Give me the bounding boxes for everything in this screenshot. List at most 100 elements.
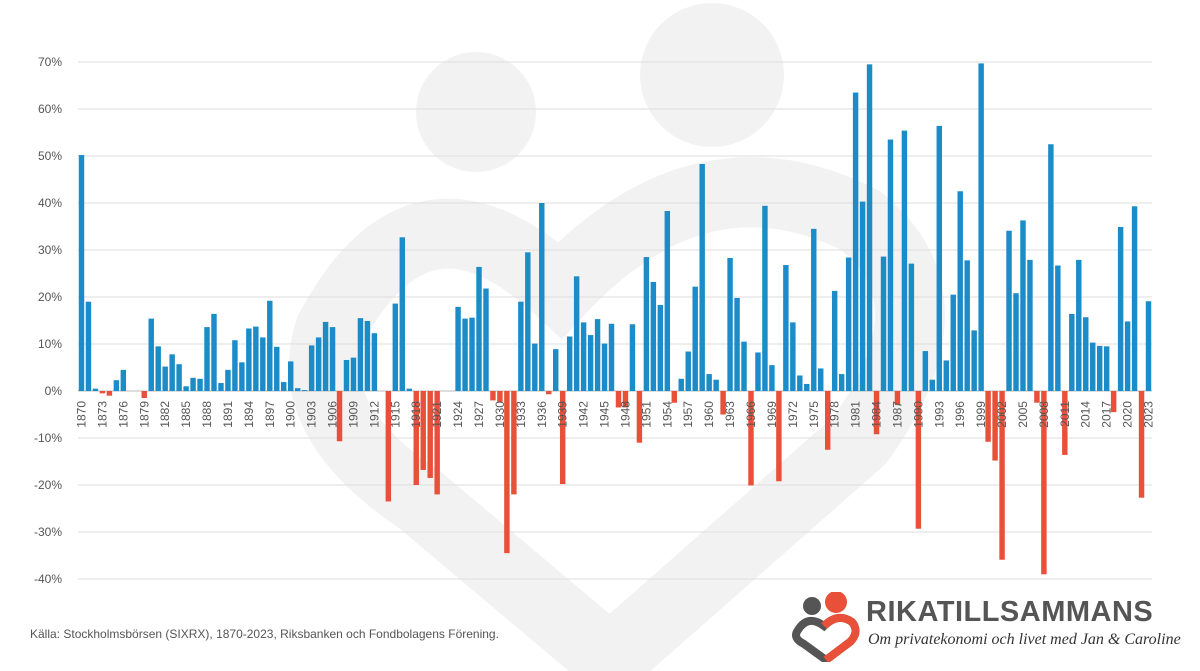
bar xyxy=(699,163,705,391)
bar xyxy=(336,391,343,442)
bar xyxy=(343,359,350,391)
bar xyxy=(762,205,768,391)
x-tick-label: 2011 xyxy=(1058,401,1072,427)
bar xyxy=(880,256,887,391)
bar xyxy=(985,391,991,442)
bar xyxy=(594,319,601,391)
bar xyxy=(511,391,517,495)
bar xyxy=(748,391,754,486)
bar xyxy=(141,391,147,399)
x-tick-label: 1879 xyxy=(137,401,151,428)
bar xyxy=(615,391,622,408)
bar xyxy=(734,297,740,391)
bar xyxy=(894,391,901,406)
bar xyxy=(427,391,433,478)
x-tick-label: 1915 xyxy=(388,401,402,428)
x-axis-tick-labels: 1870 1873 1876 1879 1882 1885 1888 1891 1894 1897… xyxy=(74,401,1155,428)
x-tick-label: 1924 xyxy=(451,401,465,428)
bar xyxy=(720,391,726,415)
y-tick-label: 50% xyxy=(38,149,62,163)
y-tick-label: 0% xyxy=(45,384,63,398)
x-tick-label: 1876 xyxy=(116,401,130,428)
y-tick-label: 10% xyxy=(38,337,62,351)
bar xyxy=(162,366,168,391)
bar xyxy=(274,346,280,391)
x-tick-label: 1954 xyxy=(660,401,674,428)
bar xyxy=(901,130,908,391)
x-tick-label: 1948 xyxy=(618,401,632,428)
y-tick-label: 70% xyxy=(38,55,62,69)
bar xyxy=(706,374,712,391)
bar xyxy=(992,391,998,461)
bar xyxy=(964,260,970,391)
bar xyxy=(831,290,838,391)
brand-tagline: Om privatekonomi och livet med Jan & Car… xyxy=(868,631,1181,648)
bar xyxy=(260,337,266,391)
bar xyxy=(92,388,99,391)
bar xyxy=(518,301,524,391)
x-tick-label: 1960 xyxy=(702,401,716,428)
x-tick-label: 1975 xyxy=(807,401,821,428)
bar xyxy=(769,365,775,391)
x-tick-label: 1951 xyxy=(639,401,653,428)
bar xyxy=(483,288,489,391)
bar xyxy=(678,378,684,391)
x-tick-label: 1921 xyxy=(430,401,444,428)
x-tick-label: 1918 xyxy=(409,401,423,428)
bar xyxy=(469,317,475,391)
bar xyxy=(790,322,796,391)
bar xyxy=(1117,226,1124,391)
bar xyxy=(294,388,301,391)
x-tick-label: 1936 xyxy=(535,401,549,428)
source-note: Källa: Stockholmsbörsen (SIXRX), 1870-20… xyxy=(30,627,499,641)
bar xyxy=(978,63,984,391)
x-tick-label: 1978 xyxy=(828,401,842,428)
x-tick-label: 1873 xyxy=(95,401,109,428)
brand-block: RIKATILLSAMMANS Om privatekonomi och liv… xyxy=(790,592,1190,662)
bar xyxy=(804,383,810,391)
bar xyxy=(713,379,719,391)
bar xyxy=(1062,391,1068,455)
bar xyxy=(281,382,287,391)
bar xyxy=(915,391,922,529)
x-tick-label: 1999 xyxy=(974,401,988,428)
bar xyxy=(657,304,664,391)
bar xyxy=(971,330,977,391)
bar xyxy=(845,257,852,391)
x-tick-label: 1966 xyxy=(744,401,758,428)
bar xyxy=(1124,321,1131,391)
y-tick-label: 60% xyxy=(38,102,62,116)
x-tick-label: 1945 xyxy=(598,401,612,428)
bar xyxy=(1006,230,1012,391)
bar xyxy=(1055,265,1061,391)
bar xyxy=(685,351,691,391)
bar xyxy=(1013,293,1019,391)
bar xyxy=(539,203,545,391)
bar xyxy=(873,391,880,435)
bar xyxy=(532,343,538,391)
bar xyxy=(211,313,217,391)
gridlines xyxy=(78,61,1152,580)
bar xyxy=(838,374,845,391)
bar xyxy=(1145,301,1152,391)
bar xyxy=(587,335,594,391)
bar xyxy=(364,320,371,391)
bar xyxy=(169,354,175,391)
y-tick-label: -40% xyxy=(34,572,62,586)
bar xyxy=(943,360,949,391)
bar xyxy=(99,391,106,394)
bar xyxy=(824,391,831,450)
bar xyxy=(908,263,915,391)
bar xyxy=(350,357,357,391)
bar xyxy=(253,326,259,391)
bar xyxy=(741,341,747,391)
x-tick-label: 1894 xyxy=(242,401,256,428)
x-tick-label: 1891 xyxy=(221,401,235,428)
x-tick-label: 1906 xyxy=(326,401,340,428)
y-tick-label: -10% xyxy=(34,431,62,445)
bar xyxy=(866,64,873,391)
bar xyxy=(559,391,566,485)
bar xyxy=(727,257,733,391)
brand-name: RIKATILLSAMMANS xyxy=(866,596,1154,628)
x-tick-label: 1957 xyxy=(681,401,695,428)
